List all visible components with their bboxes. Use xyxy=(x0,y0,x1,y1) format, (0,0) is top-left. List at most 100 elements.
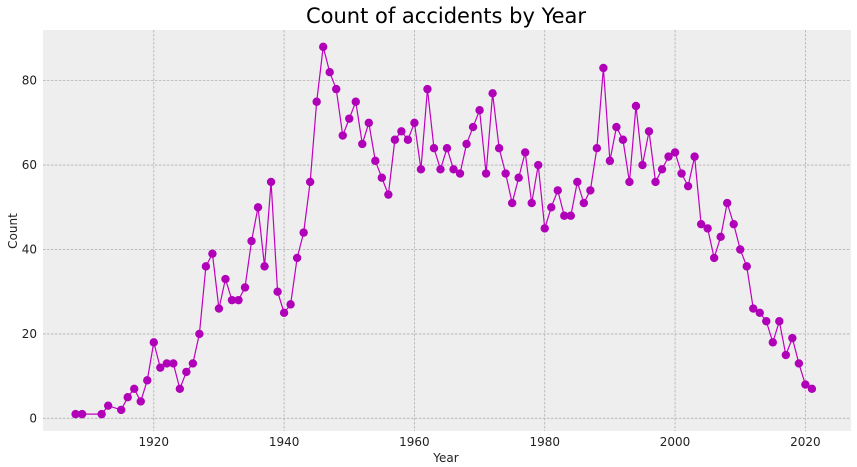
data-point xyxy=(292,253,302,263)
data-point xyxy=(683,181,693,191)
x-tick-label: 1940 xyxy=(269,435,300,449)
data-point xyxy=(149,338,158,347)
data-point xyxy=(736,245,745,254)
data-point xyxy=(494,143,504,153)
x-tick-label: 2020 xyxy=(790,435,821,449)
data-point xyxy=(201,262,211,271)
data-point xyxy=(305,177,315,187)
data-point xyxy=(573,177,582,187)
data-point xyxy=(507,198,517,208)
data-point xyxy=(540,224,549,233)
data-point xyxy=(579,198,589,208)
data-point xyxy=(677,169,686,178)
data-point xyxy=(221,274,230,284)
data-point xyxy=(247,236,256,246)
data-point xyxy=(638,160,647,170)
data-point xyxy=(332,84,341,94)
x-axis-label: Year xyxy=(432,451,458,465)
data-point xyxy=(273,287,282,296)
data-point xyxy=(775,317,784,326)
data-point xyxy=(520,148,530,157)
data-point xyxy=(397,127,406,136)
data-point xyxy=(253,203,263,212)
data-point xyxy=(762,317,771,326)
data-point xyxy=(481,169,491,178)
data-point xyxy=(468,122,478,132)
data-point xyxy=(338,131,347,140)
data-point xyxy=(442,143,452,153)
data-point xyxy=(416,165,426,174)
data-point xyxy=(266,177,276,187)
x-tick-label: 1960 xyxy=(399,435,430,449)
data-point xyxy=(749,304,758,313)
data-point xyxy=(527,198,536,208)
data-point xyxy=(716,232,725,242)
x-tick-label: 2000 xyxy=(660,435,691,449)
data-point xyxy=(286,300,295,309)
data-point xyxy=(351,97,360,106)
data-point xyxy=(534,160,543,170)
data-point xyxy=(768,338,778,347)
data-point xyxy=(299,228,308,237)
data-point xyxy=(143,376,152,385)
data-point xyxy=(514,173,523,182)
data-point xyxy=(436,165,445,174)
data-point xyxy=(156,363,165,372)
data-point xyxy=(625,177,634,187)
data-point xyxy=(449,165,458,174)
data-point xyxy=(709,253,719,263)
data-point xyxy=(103,401,113,410)
data-point xyxy=(162,359,172,368)
data-point xyxy=(214,304,224,313)
data-point xyxy=(703,224,712,233)
data-point xyxy=(722,198,732,208)
data-point xyxy=(182,367,191,377)
data-point xyxy=(788,333,797,343)
data-point xyxy=(240,283,250,292)
data-point xyxy=(801,380,810,389)
data-point xyxy=(325,68,334,77)
data-point xyxy=(227,295,237,305)
y-tick-label: 0 xyxy=(29,411,37,425)
data-point xyxy=(423,84,432,94)
data-point xyxy=(364,118,374,128)
data-point xyxy=(455,169,465,178)
data-point xyxy=(345,114,354,123)
data-point xyxy=(592,143,602,153)
data-point xyxy=(742,262,751,271)
data-point xyxy=(390,135,400,144)
data-point xyxy=(566,211,576,220)
data-point xyxy=(71,409,80,419)
chart-title: Count of accidents by Year xyxy=(306,4,586,28)
y-axis-label: Count xyxy=(6,213,20,249)
data-point xyxy=(781,350,791,360)
data-point xyxy=(690,152,699,161)
data-point xyxy=(116,405,126,415)
data-point xyxy=(371,156,380,166)
data-point xyxy=(501,169,510,178)
ticks: 1920 1940 1960 1980 2000 2020 0 20 40 60 80 xyxy=(22,74,821,449)
data-point xyxy=(475,106,484,115)
x-tick-label: 1980 xyxy=(529,435,560,449)
data-point xyxy=(410,118,419,128)
data-point xyxy=(97,409,106,419)
data-point xyxy=(429,143,439,153)
data-point xyxy=(605,156,615,166)
data-point xyxy=(123,393,132,402)
data-point xyxy=(195,329,204,339)
data-point xyxy=(560,211,569,220)
data-point xyxy=(586,186,595,195)
data-point xyxy=(612,122,621,132)
data-point xyxy=(462,139,471,149)
data-point xyxy=(358,139,367,149)
data-point xyxy=(234,295,243,305)
data-point xyxy=(384,190,393,199)
y-tick-label: 20 xyxy=(22,327,37,341)
data-point xyxy=(136,397,145,406)
data-point xyxy=(403,135,413,144)
data-point xyxy=(488,89,497,98)
plot-area xyxy=(43,30,851,431)
data-point xyxy=(169,359,178,368)
data-point xyxy=(175,384,185,393)
